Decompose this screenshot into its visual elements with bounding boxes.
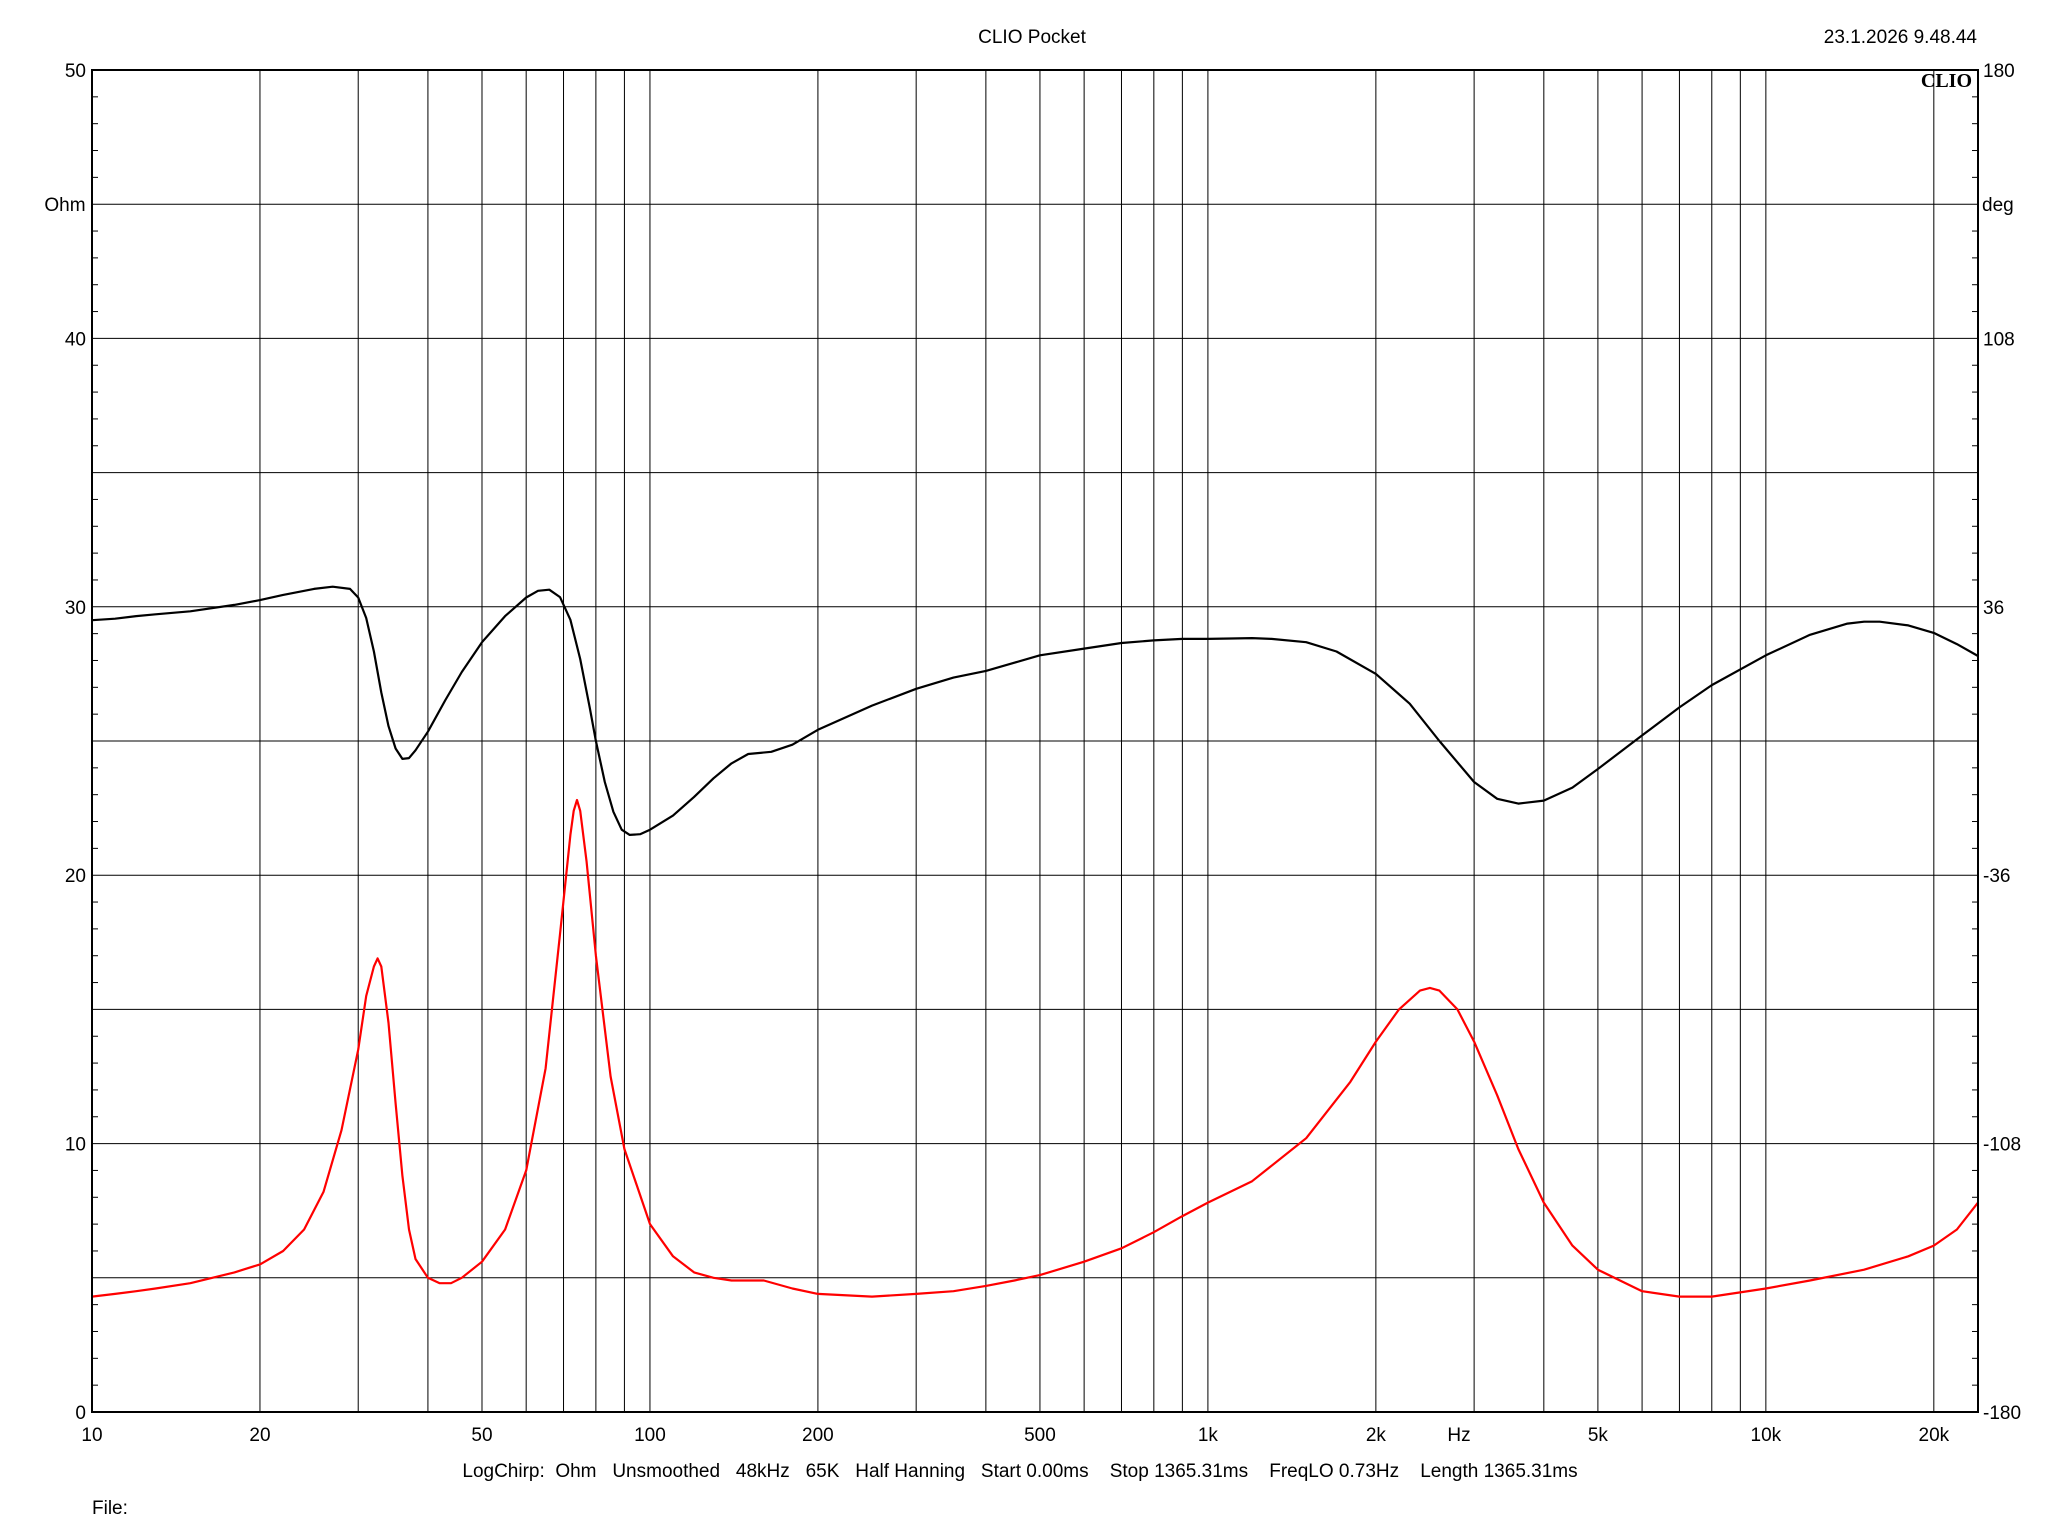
y-left-tick-labels: 0 10 20 30 40 50 (65, 61, 86, 1424)
x-tick-label: 20 (249, 1425, 270, 1446)
plot-frame (91, 69, 1979, 1413)
series-layer (91, 585, 1979, 1298)
y-left-tick-label: 30 (65, 598, 86, 619)
timestamp: 23.1.2026 9.48.44 (1824, 27, 1978, 48)
y-left-tick-label: 10 (65, 1135, 86, 1156)
y-right-tick-label: 36 (1983, 598, 2004, 619)
y-left-tick-label: 50 (65, 61, 86, 82)
x-tick-label: 200 (802, 1425, 834, 1446)
y-left-unit-label: Ohm (44, 195, 85, 216)
y-left-tick-label: 40 (65, 329, 86, 350)
y-right-tick-labels: -180 -108 -36 36 108 180 (1983, 61, 2021, 1424)
file-label: File: (92, 1498, 128, 1519)
x-unit-label: Hz (1447, 1425, 1470, 1446)
x-tick-label: 2k (1366, 1425, 1387, 1446)
x-tick-labels: 10 20 50 100 200 500 1k 2k 5k 10k 20k (81, 1425, 1949, 1446)
x-tick-label: 5k (1588, 1425, 1609, 1446)
impedance-curve (91, 798, 1979, 1298)
measurement-parameters: LogChirp: Ohm Unsmoothed 48kHz 65K Half … (462, 1461, 1577, 1482)
x-tick-label: 50 (471, 1425, 492, 1446)
phase-curve (91, 585, 1979, 836)
y-right-tick-label: 180 (1983, 61, 2015, 82)
y-right-tick-label: -180 (1983, 1403, 2021, 1424)
x-tick-label: 10 (81, 1425, 102, 1446)
y-left-tick-label: 0 (75, 1403, 86, 1424)
x-tick-label: 20k (1919, 1425, 1950, 1446)
chart-title: CLIO Pocket (978, 27, 1086, 48)
y-left-tick-label: 20 (65, 866, 86, 887)
x-tick-label: 10k (1751, 1425, 1782, 1446)
x-tick-label: 100 (634, 1425, 666, 1446)
x-tick-label: 500 (1024, 1425, 1056, 1446)
y-right-tick-label: -108 (1983, 1135, 2021, 1156)
clio-logo: CLIO (1921, 70, 1972, 92)
grid-lines (92, 70, 1978, 1412)
y-right-unit-label: deg (1982, 195, 2014, 216)
y-right-tick-label: 108 (1983, 329, 2015, 350)
x-tick-label: 1k (1198, 1425, 1219, 1446)
y-right-tick-label: -36 (1983, 866, 2010, 887)
